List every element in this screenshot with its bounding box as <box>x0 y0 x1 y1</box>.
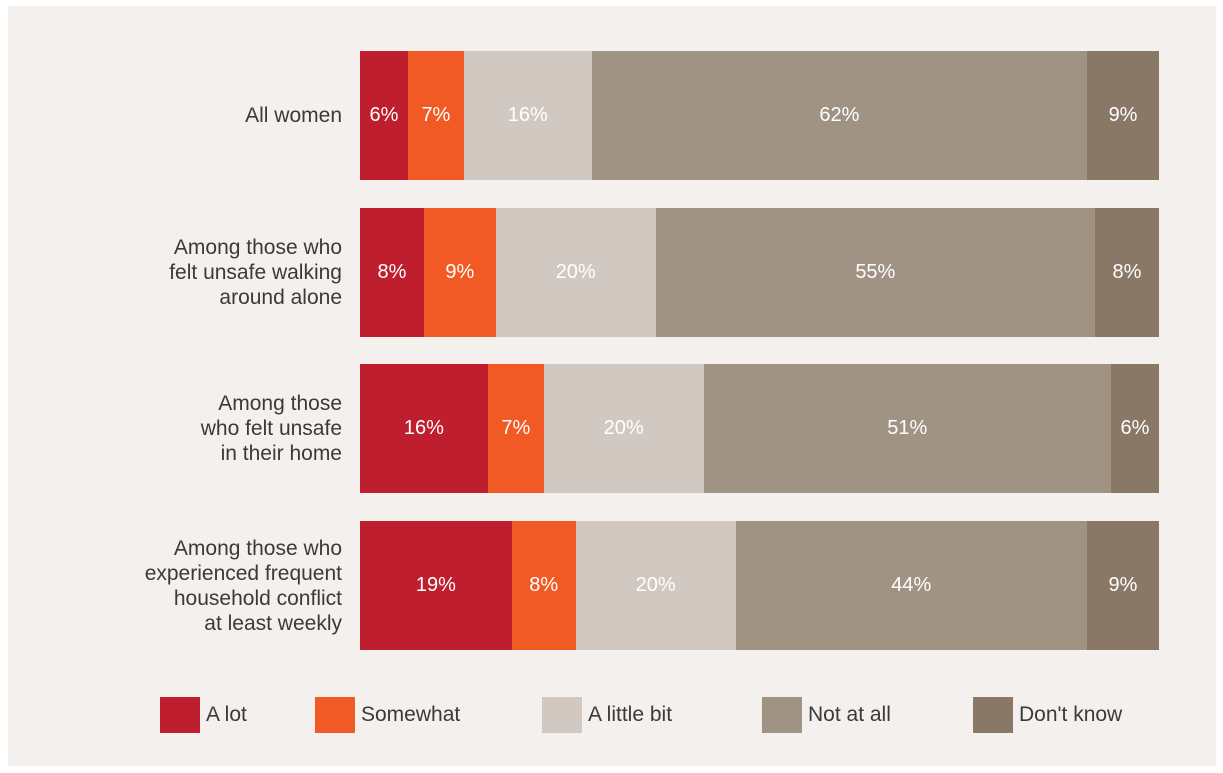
bar-segment: 44% <box>735 521 1088 650</box>
bar-segment: 8% <box>511 521 576 650</box>
data-label: 20% <box>603 417 644 439</box>
data-label: 7% <box>421 104 451 126</box>
data-label: 7% <box>501 417 531 439</box>
legend-label: Somewhat <box>361 703 461 726</box>
data-label: 9% <box>1108 104 1138 126</box>
bar-segment: 7% <box>487 364 544 493</box>
data-label: 8% <box>377 261 407 283</box>
bar-row: 6% 7% 16% 62% 9% <box>360 51 1159 180</box>
category-label: All women <box>245 104 342 127</box>
legend-item: Not at all <box>762 697 891 733</box>
category-label: Among those who felt unsafe in their hom… <box>200 392 342 465</box>
bar-segment: 7% <box>407 51 464 180</box>
bar-segment: 16% <box>463 51 592 180</box>
data-label: 19% <box>415 574 456 596</box>
legend-swatch <box>973 697 1013 733</box>
bar-row: 19% 8% 20% 44% 9% <box>360 521 1159 650</box>
bar-segment: 62% <box>591 51 1088 180</box>
legend-label: Don't know <box>1019 703 1123 726</box>
data-label: 9% <box>445 261 475 283</box>
bar-segment: 19% <box>360 521 512 650</box>
legend-label: A little bit <box>588 703 673 726</box>
category-label: Among those who felt unsafe walking arou… <box>169 236 342 309</box>
legend-item: Somewhat <box>315 697 460 733</box>
data-label: 20% <box>555 261 596 283</box>
bar-segment: 8% <box>1095 208 1159 337</box>
bar-segment: 20% <box>495 208 656 337</box>
bar-row: 16% 7% 20% 51% 6% <box>360 364 1159 493</box>
legend-item: A little bit <box>542 697 672 733</box>
bar-segment: 20% <box>543 364 704 493</box>
data-label: 44% <box>891 574 932 596</box>
bar-segment: 16% <box>360 364 488 493</box>
bar-segment: 6% <box>1111 364 1159 493</box>
bar-segment: 6% <box>360 51 408 180</box>
bar-segment: 8% <box>360 208 424 337</box>
legend-swatch <box>315 697 355 733</box>
data-label: 20% <box>635 574 676 596</box>
legend-item: Don't know <box>973 697 1122 733</box>
data-label: 6% <box>369 104 399 126</box>
bar-segment: 20% <box>575 521 736 650</box>
data-label: 8% <box>529 574 559 596</box>
data-label: 6% <box>1120 417 1150 439</box>
category-label: Among those who experienced frequent hou… <box>144 536 342 635</box>
legend-label: Not at all <box>808 703 891 726</box>
data-label: 16% <box>507 104 548 126</box>
data-label: 51% <box>887 417 928 439</box>
bar-segment: 55% <box>655 208 1096 337</box>
data-label: 8% <box>1112 261 1142 283</box>
data-label: 9% <box>1108 574 1138 596</box>
legend-swatch <box>160 697 200 733</box>
legend-label: A lot <box>206 703 247 726</box>
bar-segment: 9% <box>1087 51 1159 180</box>
bar-segment: 51% <box>703 364 1112 493</box>
data-label: 55% <box>855 261 896 283</box>
bar-segment: 9% <box>423 208 496 337</box>
bar-segment: 9% <box>1087 521 1159 650</box>
legend-swatch <box>762 697 802 733</box>
chart-legend: A lot Somewhat A little bit Not at all Don't… <box>0 697 1223 733</box>
legend-swatch <box>542 697 582 733</box>
bar-row: 8% 9% 20% 55% 8% <box>360 208 1159 337</box>
legend-item: A lot <box>160 697 247 733</box>
data-label: 16% <box>403 417 444 439</box>
data-label: 62% <box>819 104 860 126</box>
